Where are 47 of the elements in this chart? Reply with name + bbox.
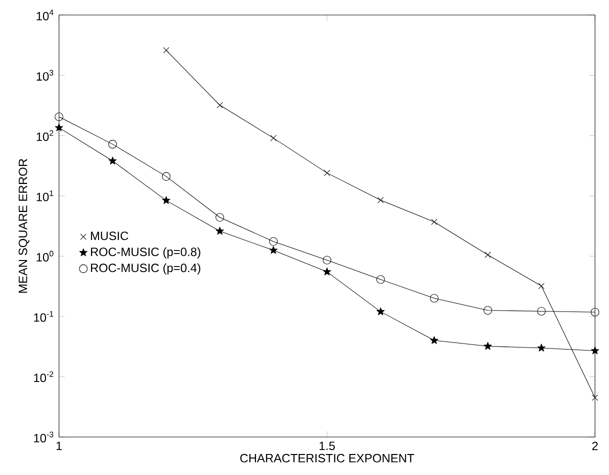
point [484,342,492,350]
point [538,282,545,290]
point [270,134,276,142]
legend-label: MUSIC [91,232,128,240]
point [590,346,600,354]
y-tick-label: 10$^{1}$ [36,190,54,202]
point [537,344,546,352]
point [484,252,491,258]
point [324,170,330,176]
point [162,196,170,204]
legend-label: ROC-MUSIC (p=0.4) [91,263,200,275]
y-tick-label: 10$^{-2}$ [34,371,54,382]
x-axis-title: CHARACTERISTIC EXPONENT [240,454,414,462]
point [163,47,170,54]
x-tick-label: 1.5 [320,442,335,450]
y-tick-label: 10$^{-3}$ [34,432,54,442]
point [108,140,117,148]
y-tick-label: 10$^{-1}$ [34,311,54,322]
point [430,336,438,344]
y-tick-label: 10$^{0}$ [36,250,54,262]
point [216,226,224,235]
point [537,306,546,316]
point [216,102,223,108]
x-tick-label: 2 [592,442,598,450]
point [322,268,332,276]
point [376,275,385,284]
x-tick-label: 1 [56,442,62,450]
point [430,294,438,303]
point [322,256,332,264]
legend-label: ROC-MUSIC (p=0.8) [91,247,200,259]
point [162,172,170,181]
point [269,237,278,246]
point [269,246,278,254]
point [431,218,438,225]
point [376,307,385,316]
y-tick-label: 10$^{4}$ [36,10,54,20]
y-tick-label: 10$^{2}$ [36,130,54,141]
point [108,156,117,164]
y-axis-title: MEAN SQUARE ERROR [18,158,30,293]
point [54,112,64,122]
point [54,123,64,132]
point [378,197,384,204]
point [216,213,224,222]
point [590,308,600,316]
y-tick-label: 10$^{3}$ [36,70,54,81]
point [592,394,598,401]
point [484,306,492,315]
